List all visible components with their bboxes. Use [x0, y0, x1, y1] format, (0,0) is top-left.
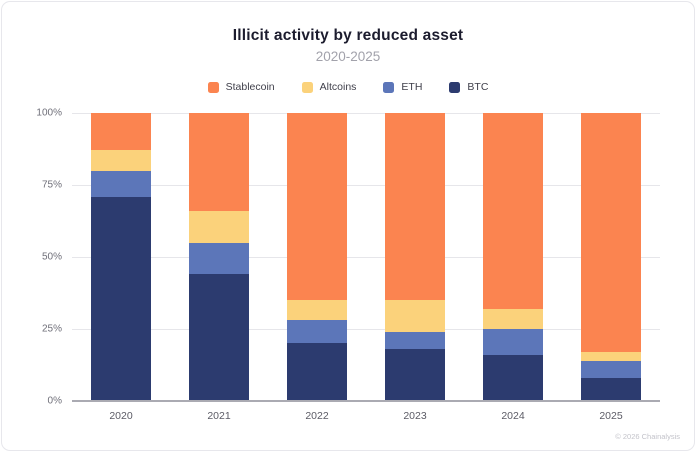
legend-item-altcoins: Altcoins: [301, 81, 357, 93]
x-axis-label-2021: 2021: [207, 410, 231, 422]
bar-2024: [483, 113, 543, 401]
chart-subtitle: 2020-2025: [315, 49, 381, 64]
bar-segment-altcoins-2023: [385, 300, 445, 332]
legend-swatch-eth: [383, 81, 395, 93]
bar-segment-stablecoin-2020: [91, 113, 151, 151]
x-axis-label-2020: 2020: [109, 410, 133, 422]
gridline: [72, 185, 660, 186]
chart-title: Illicit activity by reduced asset: [232, 27, 464, 44]
bar-2023: [385, 113, 445, 401]
bar-segment-eth-2024: [483, 329, 543, 355]
bar-segment-btc-2022: [287, 343, 347, 401]
bar-segment-stablecoin-2025: [581, 113, 641, 353]
x-axis-label-2025: 2025: [599, 410, 623, 422]
y-tick-label: 75%: [41, 179, 62, 191]
bar-segment-btc-2024: [483, 354, 543, 401]
y-tick-label: 50%: [41, 251, 62, 263]
bar-segment-stablecoin-2021: [189, 113, 249, 211]
bar-segment-altcoins-2022: [287, 300, 347, 321]
bar-segment-eth-2021: [189, 242, 249, 275]
legend-item-btc: BTC: [449, 81, 488, 93]
x-axis-label-2022: 2022: [305, 410, 329, 422]
y-tick-label: 0%: [47, 395, 62, 407]
bar-2022: [287, 113, 347, 401]
chart-area: 100% 75% 50% 25% 0%: [2, 108, 660, 407]
legend-label: ETH: [401, 81, 423, 93]
bar-segment-altcoins-2021: [189, 210, 249, 243]
bar-segment-stablecoin-2024: [483, 113, 543, 309]
plot-area: [72, 113, 660, 402]
bar-segment-altcoins-2024: [483, 308, 543, 330]
bar-2020: [91, 113, 151, 401]
bar-2021: [189, 113, 249, 401]
y-tick-label: 100%: [36, 107, 62, 119]
bar-segment-eth-2023: [385, 331, 445, 350]
y-tick-label: 25%: [41, 323, 62, 335]
bar-segment-btc-2025: [581, 377, 641, 401]
x-axis-label-2024: 2024: [501, 410, 525, 422]
y-axis: 100% 75% 50% 25% 0%: [2, 108, 72, 407]
legend-label: Stablecoin: [225, 81, 275, 93]
bar-segment-eth-2025: [581, 360, 641, 378]
legend-label: BTC: [467, 81, 489, 93]
legend-label: Altcoins: [319, 81, 357, 93]
bar-segment-btc-2021: [189, 274, 249, 401]
bars-container: [72, 113, 660, 401]
bar-segment-stablecoin-2022: [287, 113, 347, 301]
legend-swatch-altcoins: [301, 81, 313, 93]
bar-2025: [581, 113, 641, 401]
legend: Stablecoin Altcoins ETH BTC: [2, 81, 694, 93]
bar-segment-eth-2020: [91, 170, 151, 197]
x-axis-labels: 2020 2021 2022 2023 2024 2025: [72, 410, 660, 422]
gridline: [72, 113, 660, 114]
x-axis-line: [72, 400, 660, 402]
copyright-text: © 2026 Chainalysis: [615, 432, 680, 441]
bar-segment-btc-2023: [385, 349, 445, 401]
bar-segment-altcoins-2020: [91, 150, 151, 171]
legend-swatch-btc: [449, 81, 461, 93]
legend-item-eth: ETH: [383, 81, 422, 93]
legend-item-stablecoin: Stablecoin: [207, 81, 275, 93]
bar-segment-eth-2022: [287, 320, 347, 344]
gridline: [72, 257, 660, 258]
x-axis-label-2023: 2023: [403, 410, 427, 422]
bar-segment-altcoins-2025: [581, 352, 641, 361]
gridline: [72, 329, 660, 330]
legend-swatch-stablecoin: [207, 81, 219, 93]
bar-segment-stablecoin-2023: [385, 113, 445, 301]
bar-segment-btc-2020: [91, 196, 151, 401]
